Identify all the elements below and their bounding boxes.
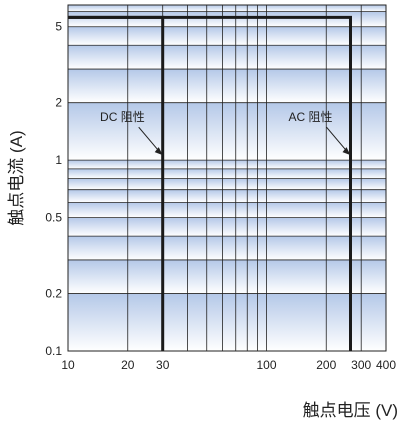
grid-band (68, 5, 386, 12)
grid-band (68, 189, 386, 203)
grid-band (68, 178, 386, 190)
x-tick-label: 400 (376, 358, 396, 372)
annotation-leader (326, 126, 349, 154)
y-tick-label: 0.1 (45, 344, 62, 358)
series-lines (68, 15, 352, 351)
grid-band (68, 217, 386, 237)
grid-band (68, 202, 386, 218)
y-axis-label: 触点电流 (A) (7, 130, 26, 225)
grid-band (68, 11, 386, 27)
x-tick-label: 300 (351, 358, 371, 372)
annotation-label: AC 阻性 (288, 110, 332, 124)
tick-labels: 10 20 30 100 200 300 400 0.1 0.2 0.5 1 2 5 (45, 20, 396, 372)
x-axis-label: 触点电压 (V) (303, 401, 398, 420)
grid-band (68, 236, 386, 260)
grid-band (68, 168, 386, 179)
x-tick-label: 10 (61, 358, 75, 372)
annotation-arrowhead (154, 147, 163, 156)
grid-band (68, 160, 386, 169)
plot-frame (67, 4, 387, 352)
x-tick-label: 200 (316, 358, 336, 372)
y-tick-label: 0.5 (45, 211, 62, 225)
x-tick-label: 20 (121, 358, 135, 372)
annotation-arrowhead (342, 147, 351, 156)
x-tick-label: 30 (156, 358, 170, 372)
grid-band (68, 69, 386, 103)
y-tick-label: 0.2 (45, 287, 62, 301)
y-tick-label: 1 (55, 153, 62, 167)
grid-band (68, 45, 386, 70)
y-tick-label: 5 (55, 20, 62, 34)
grid-band (68, 293, 386, 351)
grid-band (68, 259, 386, 294)
series-line (68, 15, 352, 351)
grid-band (68, 102, 386, 161)
background-bands (68, 5, 386, 351)
grid-band (68, 26, 386, 46)
annotation-leader (138, 126, 162, 154)
grid-lines (67, 5, 387, 352)
y-tick-label: 2 (55, 96, 62, 110)
annotation-label: DC 阻性 (100, 110, 145, 124)
x-tick-label: 100 (256, 358, 276, 372)
annotations: DC 阻性 AC 阻性 (100, 110, 351, 156)
